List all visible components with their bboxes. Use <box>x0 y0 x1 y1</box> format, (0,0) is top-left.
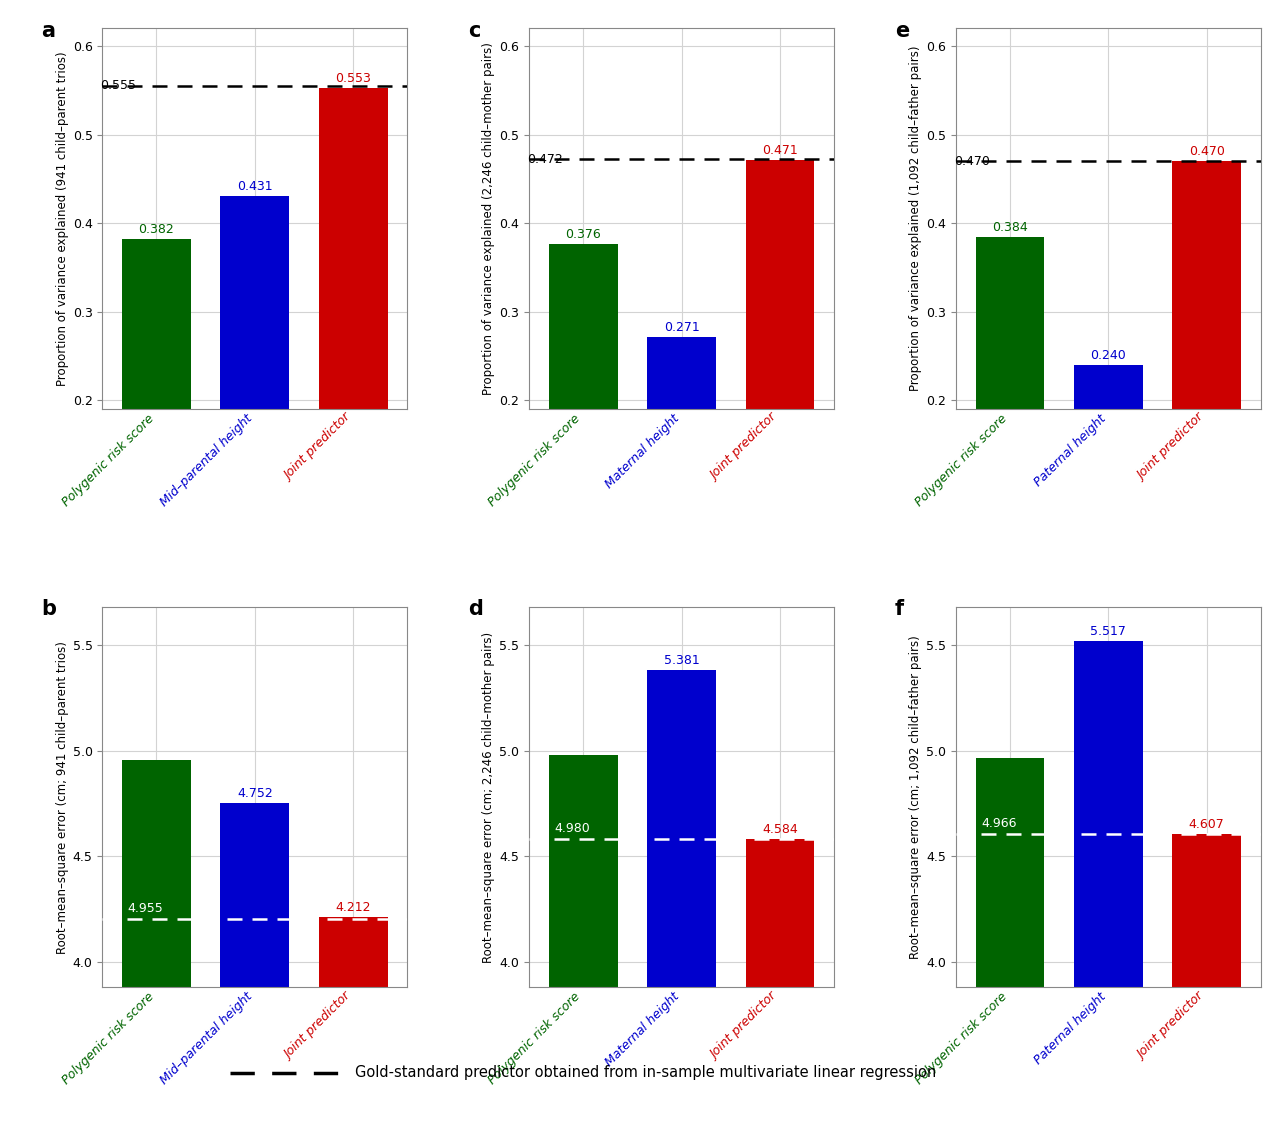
Y-axis label: Proportion of variance explained (941 child–parent trios): Proportion of variance explained (941 ch… <box>55 51 69 386</box>
Bar <box>319 917 388 1135</box>
Bar <box>549 755 618 1135</box>
Bar <box>1172 161 1242 577</box>
Text: 0.384: 0.384 <box>992 221 1028 234</box>
Text: 4.752: 4.752 <box>237 787 273 800</box>
Y-axis label: Proportion of variance explained (1,092 child–father pairs): Proportion of variance explained (1,092 … <box>909 45 922 392</box>
Text: d: d <box>468 599 483 620</box>
Y-axis label: Root–mean–square error (cm; 1,092 child–father pairs): Root–mean–square error (cm; 1,092 child–… <box>909 636 922 959</box>
Bar <box>745 839 814 1135</box>
Bar <box>975 237 1044 577</box>
Bar <box>122 239 191 577</box>
Text: Gold-standard predictor obtained from in-sample multivariate linear regression: Gold-standard predictor obtained from in… <box>355 1065 936 1081</box>
Text: 5.517: 5.517 <box>1091 625 1126 638</box>
Text: f: f <box>895 599 904 620</box>
Bar <box>1074 364 1143 577</box>
Text: 5.381: 5.381 <box>664 654 699 667</box>
Text: b: b <box>41 599 56 620</box>
Text: 4.980: 4.980 <box>554 822 590 835</box>
Bar <box>220 195 289 577</box>
Y-axis label: Root–mean–square error (cm; 2,246 child–mother pairs): Root–mean–square error (cm; 2,246 child–… <box>483 631 495 962</box>
Bar <box>975 758 1044 1135</box>
Text: 4.212: 4.212 <box>335 901 371 914</box>
Text: 0.471: 0.471 <box>762 144 797 158</box>
Text: 0.240: 0.240 <box>1091 348 1126 362</box>
Text: 4.607: 4.607 <box>1189 817 1225 831</box>
Bar <box>319 87 388 577</box>
Y-axis label: Root–mean–square error (cm; 941 child–parent trios): Root–mean–square error (cm; 941 child–pa… <box>55 641 69 953</box>
Bar <box>745 160 814 577</box>
Text: 0.555: 0.555 <box>100 79 137 92</box>
Text: c: c <box>468 20 480 41</box>
Text: 4.966: 4.966 <box>982 817 1016 830</box>
Text: e: e <box>895 20 909 41</box>
Bar <box>122 760 191 1135</box>
Text: 0.553: 0.553 <box>335 72 371 85</box>
Y-axis label: Proportion of variance explained (2,246 child–mother pairs): Proportion of variance explained (2,246 … <box>483 42 495 395</box>
Bar <box>1074 641 1143 1135</box>
Text: a: a <box>41 20 55 41</box>
Bar <box>1172 834 1242 1135</box>
Text: 4.584: 4.584 <box>762 823 797 835</box>
Text: 0.470: 0.470 <box>1189 145 1225 158</box>
Text: 4.955: 4.955 <box>128 902 164 915</box>
Bar <box>220 804 289 1135</box>
Bar <box>648 337 716 577</box>
Bar <box>648 670 716 1135</box>
Text: 0.431: 0.431 <box>237 179 273 193</box>
Text: 0.271: 0.271 <box>664 321 699 334</box>
Text: 0.382: 0.382 <box>138 222 174 236</box>
Text: 0.376: 0.376 <box>566 228 602 242</box>
Text: 0.472: 0.472 <box>527 153 563 166</box>
Text: 0.470: 0.470 <box>954 154 989 168</box>
Bar <box>549 244 618 577</box>
